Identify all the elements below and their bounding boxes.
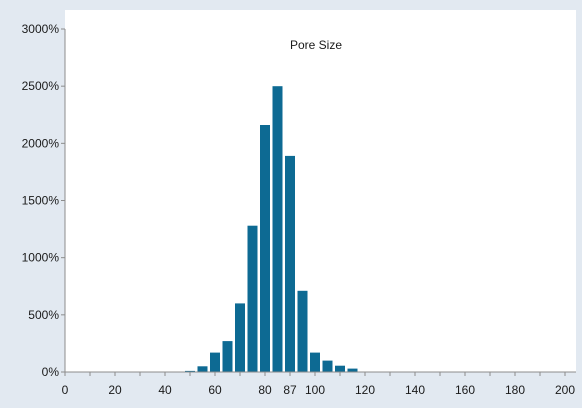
x-tick-label: 200	[555, 383, 575, 397]
bar	[347, 368, 358, 372]
x-tick-label: 87	[283, 383, 297, 397]
y-tick-label: 3000%	[22, 22, 60, 36]
plot-area	[65, 10, 576, 372]
bar	[272, 86, 283, 372]
bar	[322, 360, 333, 372]
bar	[247, 225, 258, 372]
bar	[310, 352, 320, 372]
bar	[260, 125, 270, 372]
y-tick-label: 500%	[28, 308, 59, 322]
bar	[235, 303, 245, 372]
x-tick-label: 140	[405, 383, 425, 397]
bars-layer	[185, 86, 358, 372]
bar	[222, 341, 233, 372]
x-tick-label: 60	[208, 383, 222, 397]
chart-title: Pore Size	[290, 38, 342, 52]
y-tick-label: 0%	[42, 365, 60, 379]
y-tick-label: 2500%	[22, 79, 60, 93]
x-axis: 0 20 40 60 80 87 100 120 140 160 180 200	[62, 371, 576, 397]
y-tick-label: 1000%	[22, 251, 60, 265]
y-axis: 0% 500% 1000% 1500% 2000% 2500% 3000%	[22, 22, 66, 379]
bar	[210, 352, 220, 372]
x-tick-label: 0	[62, 383, 69, 397]
x-tick-label: 180	[505, 383, 525, 397]
bar	[285, 155, 295, 372]
x-tick-label: 20	[108, 383, 122, 397]
x-tick-label: 100	[305, 383, 325, 397]
x-tick-label: 80	[258, 383, 272, 397]
x-tick-label: 120	[355, 383, 375, 397]
bar	[297, 290, 308, 372]
x-tick-label: 160	[455, 383, 475, 397]
y-tick-label: 2000%	[22, 136, 60, 150]
y-tick-label: 1500%	[22, 194, 60, 208]
bar	[335, 365, 345, 372]
bar	[197, 366, 208, 372]
x-tick-label: 40	[158, 383, 172, 397]
bar	[185, 370, 195, 372]
